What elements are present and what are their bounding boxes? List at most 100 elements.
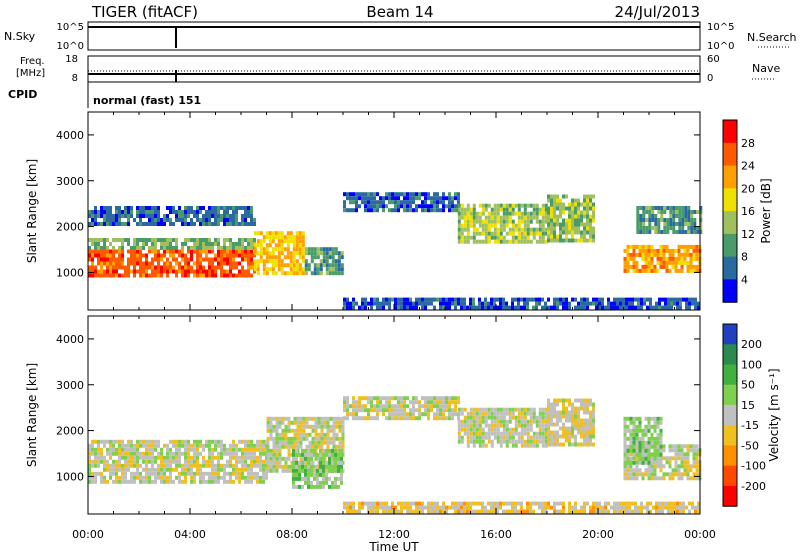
scatter-cell-7 — [559, 234, 562, 239]
scatter-cell-4 — [481, 435, 485, 440]
scatter-cell-1 — [281, 432, 285, 437]
scatter-cell-10 — [565, 301, 568, 306]
scatter-cell-6 — [680, 444, 684, 449]
scatter-cell-9 — [636, 210, 640, 214]
scatter-cell-2 — [247, 214, 250, 218]
scatter-cell-0 — [217, 443, 220, 448]
scatter-cell-1 — [305, 420, 309, 425]
scatter-cell-6 — [487, 231, 491, 236]
scatter-cell-7 — [635, 448, 639, 453]
scatter-cell-8 — [370, 501, 373, 506]
scatter-cell-2 — [187, 206, 190, 210]
scatter-cell-0 — [259, 479, 262, 484]
scatter-cell-7 — [550, 194, 553, 199]
scatter-cell-1 — [238, 242, 241, 246]
scatter-cell-3 — [412, 412, 415, 417]
scatter-cell-0 — [163, 467, 166, 472]
scatter-cell-10 — [643, 297, 646, 302]
scatter-cell-1 — [341, 440, 345, 445]
scatter-cell-7 — [647, 428, 651, 433]
scatter-cell-2 — [244, 206, 247, 210]
colorbar-tick-label: 100 — [741, 358, 762, 371]
scatter-cell-0 — [112, 479, 115, 484]
scatter-cell-5 — [547, 438, 550, 443]
scatter-cell-0 — [229, 479, 232, 484]
scatter-cell-3 — [355, 400, 358, 405]
scatter-cell-0 — [112, 439, 115, 444]
scatter-cell-9 — [690, 226, 694, 230]
scatter-cell-6 — [499, 203, 503, 208]
scatter-cell-0 — [262, 443, 265, 448]
scatter-cell-3 — [433, 416, 436, 421]
scatter-cell-0 — [169, 455, 172, 460]
scatter-cell-0 — [97, 443, 100, 448]
scatter-cell-5 — [394, 208, 397, 213]
scatter-cell-0 — [223, 443, 226, 448]
scatter-cell-8 — [367, 505, 370, 510]
scatter-cell-2 — [322, 472, 325, 477]
scatter-cell-1 — [308, 432, 312, 437]
scatter-cell-6 — [508, 215, 512, 220]
scatter-cell-5 — [583, 406, 586, 411]
scatter-cell-4 — [472, 423, 476, 428]
scatter-cell-0 — [232, 451, 235, 456]
scatter-cell-0 — [196, 451, 199, 456]
scatter-cell-5 — [562, 398, 565, 403]
scatter-cell-1 — [314, 456, 318, 461]
scatter-cell-7 — [571, 214, 574, 219]
scatter-cell-4 — [478, 443, 482, 448]
scatter-cell-6 — [695, 468, 699, 473]
scatter-cell-0 — [100, 471, 103, 476]
scatter-cell-5 — [346, 192, 349, 197]
scatter-cell-3 — [298, 231, 302, 236]
scatter-cell-3 — [283, 263, 287, 268]
scatter-cell-9 — [684, 206, 688, 210]
scatter-cell-4 — [478, 407, 482, 412]
scatter-cell-7 — [556, 222, 559, 227]
scatter-cell-1 — [127, 238, 130, 242]
scatter-cell-10 — [394, 305, 397, 310]
scatter-cell-2 — [178, 210, 181, 214]
scatter-cell-3 — [391, 396, 394, 401]
scatter-cell-8 — [469, 505, 472, 510]
scatter-cell-1 — [302, 424, 306, 429]
scatter-cell-2 — [217, 214, 220, 218]
scatter-cell-2 — [136, 206, 139, 210]
colorbar-tick-label: 16 — [741, 205, 755, 218]
scatter-cell-2 — [253, 222, 256, 226]
scatter-cell-5 — [547, 414, 550, 419]
colorbar-segment — [723, 233, 737, 258]
scatter-cell-2 — [184, 206, 187, 210]
scatter-cell-2 — [307, 476, 310, 481]
scatter-cell-7 — [550, 198, 553, 203]
scatter-cell-9 — [654, 214, 658, 218]
scatter-cell-3 — [268, 251, 272, 256]
scatter-cell-9 — [648, 230, 652, 234]
scatter-cell-0 — [175, 249, 178, 254]
scatter-cell-10 — [499, 297, 502, 302]
scatter-cell-8 — [514, 501, 517, 506]
scatter-cell-4 — [466, 411, 470, 416]
scatter-cell-7 — [644, 456, 648, 461]
scatter-cell-3 — [271, 239, 275, 244]
scatter-cell-4 — [508, 415, 512, 420]
scatter-cell-4 — [469, 439, 473, 444]
scatter-cell-8 — [385, 505, 388, 510]
scatter-cell-0 — [211, 451, 214, 456]
scatter-cell-0 — [115, 439, 118, 444]
scatter-cell-4 — [490, 415, 494, 420]
scatter-cell-10 — [385, 301, 388, 306]
scatter-cell-0 — [193, 269, 196, 274]
scatter-cell-0 — [100, 475, 103, 480]
scatter-cell-10 — [628, 301, 631, 306]
scatter-cell-0 — [91, 447, 94, 452]
scatter-cell-9 — [666, 226, 670, 230]
scatter-cell-0 — [163, 459, 166, 464]
scatter-cell-10 — [685, 301, 688, 306]
freq-label-unit: [MHz] — [16, 68, 45, 79]
x-tick-label: 12:00 — [378, 528, 410, 541]
scatter-cell-7 — [562, 206, 565, 211]
scatter-cell-5 — [421, 200, 424, 205]
y-tick-label: 3000 — [56, 379, 84, 392]
